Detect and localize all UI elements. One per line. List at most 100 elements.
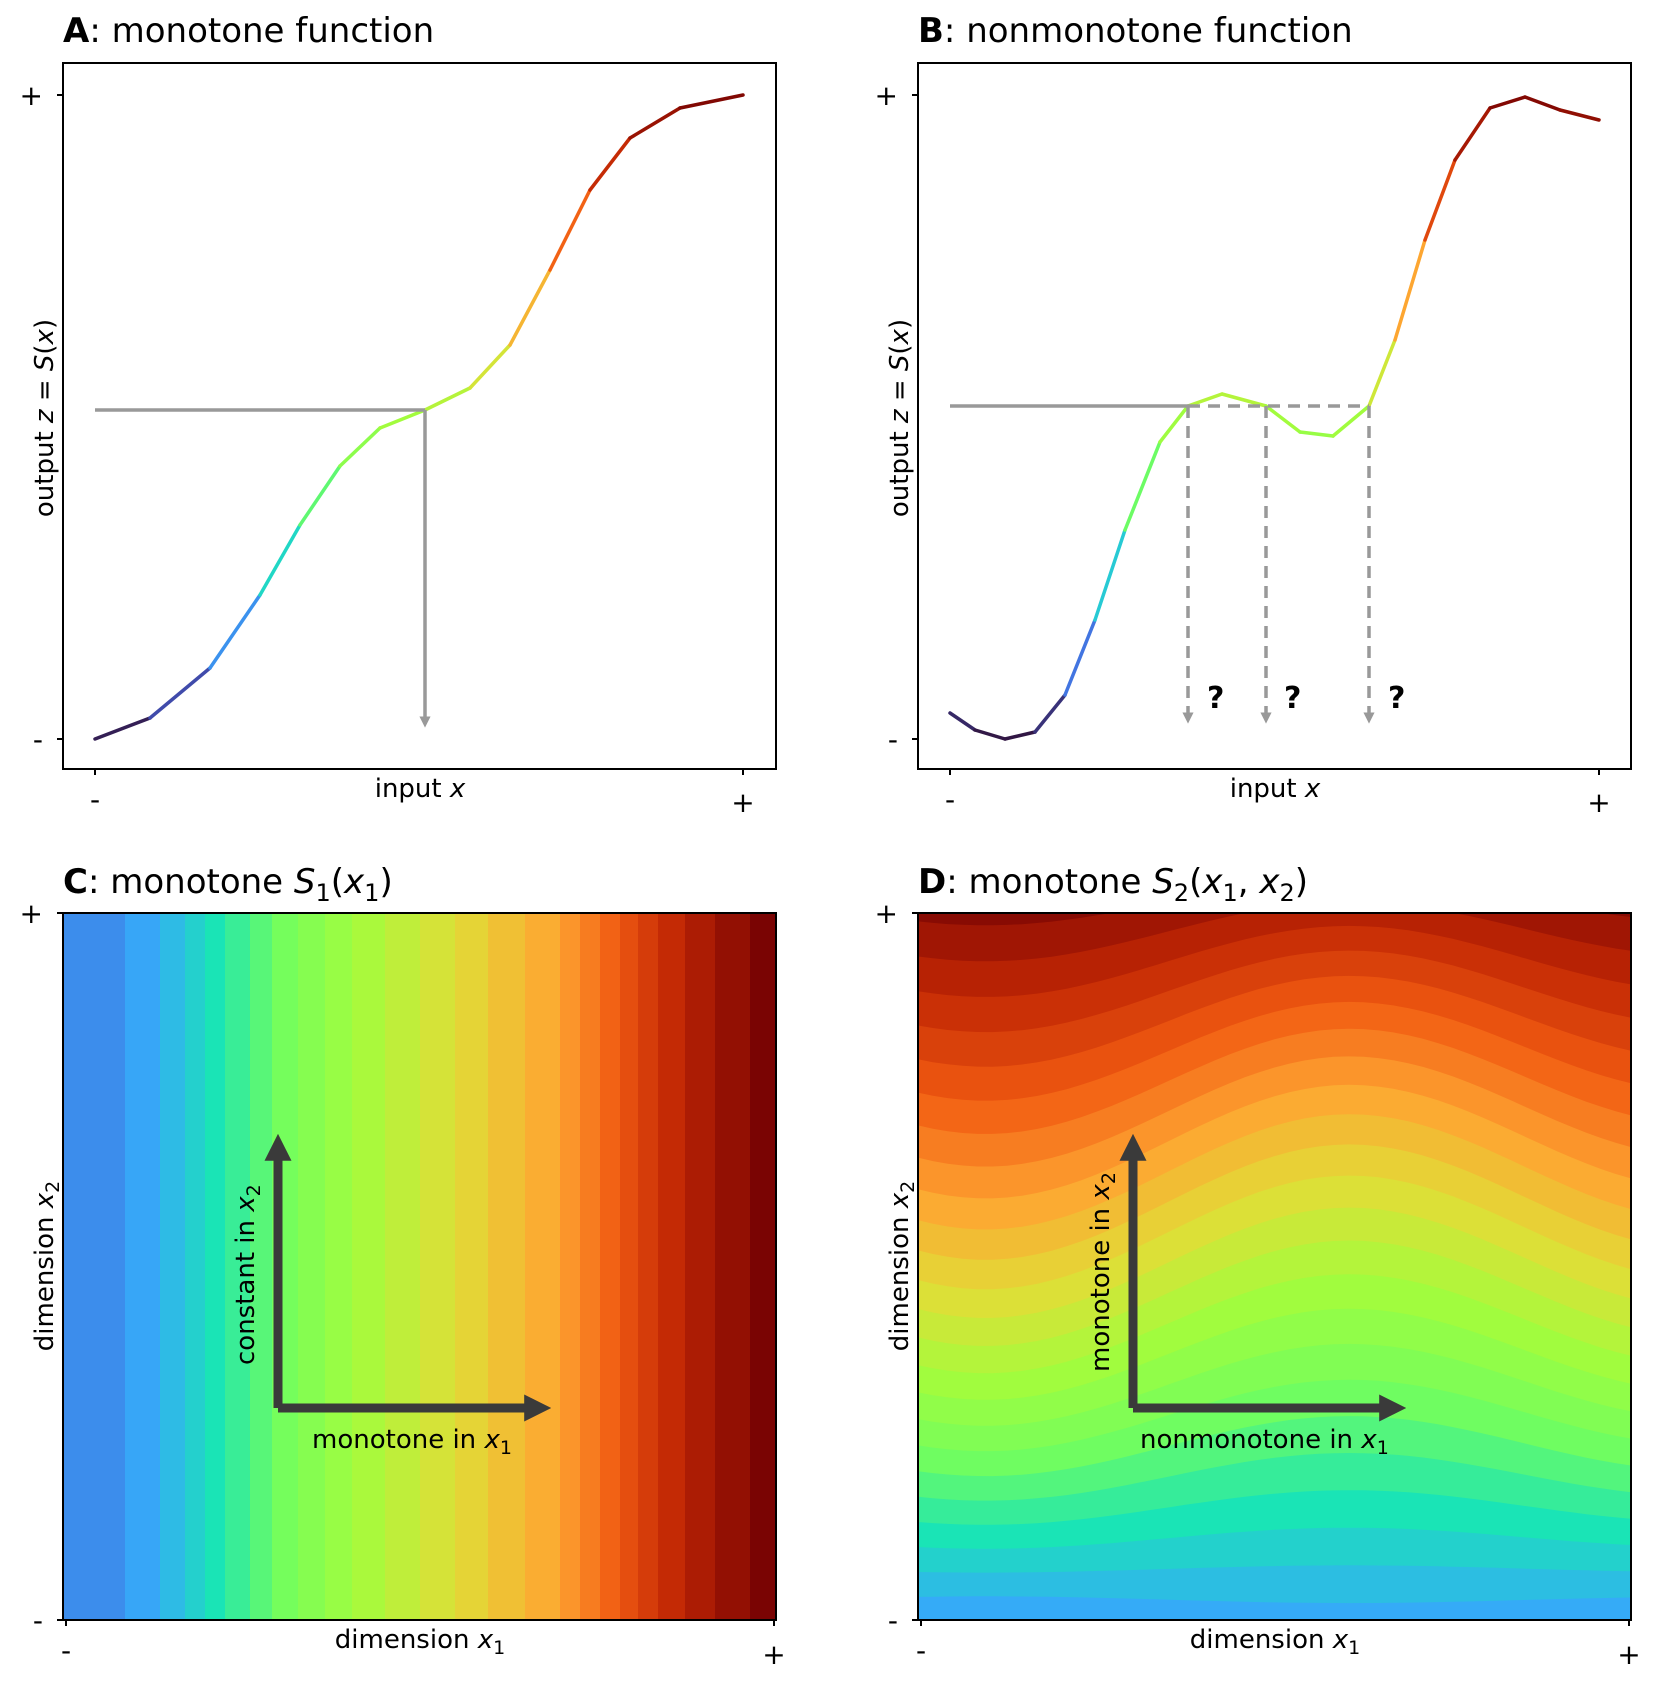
curve-segment [1264, 404, 1302, 434]
contour-band [918, 1416, 1631, 1502]
curve-segment [628, 106, 682, 140]
contour-band [298, 913, 326, 1620]
contour-band [918, 1056, 1631, 1200]
x-tick-label-min: - [916, 1634, 926, 1667]
curve-segment [1558, 108, 1601, 122]
contour-band [420, 913, 456, 1620]
y-tick-label-min: - [33, 1604, 43, 1637]
curve-segment [1220, 392, 1268, 408]
panel-a: A: monotone function + - - + input x out… [20, 11, 777, 819]
curve-segment [298, 464, 342, 527]
question-mark-2: ? [1284, 681, 1301, 716]
contour-band [918, 1207, 1631, 1347]
curve-segment [1331, 404, 1371, 438]
contour-band [918, 1596, 1631, 1620]
contour-band [918, 1175, 1631, 1319]
panel-d-frame [917, 912, 1632, 1621]
curve-segment [1093, 528, 1127, 622]
contour-band [918, 1084, 1631, 1231]
monotone-curve [93, 93, 745, 741]
panel-b-frame [917, 62, 1632, 770]
curve-segment [1453, 106, 1492, 162]
contour-band [918, 1453, 1631, 1526]
contour-band [918, 1343, 1631, 1453]
y-tick-label-max: + [875, 79, 898, 112]
contour-band [715, 913, 751, 1620]
contour-band [918, 975, 1631, 1102]
panel-a-title: A: monotone function [63, 11, 434, 51]
contour-band [918, 1379, 1631, 1478]
x-tick-label-max: + [1617, 1638, 1640, 1671]
contour-band [620, 913, 639, 1620]
arrow-y-label: constant in x2 [231, 1184, 265, 1365]
curve-segment [508, 268, 552, 347]
y-axis-label: output z = S(x) [30, 319, 60, 517]
contour-band [560, 913, 581, 1620]
curve-segment [1488, 95, 1527, 110]
curve-segment [1367, 338, 1397, 408]
contour-band [918, 1274, 1631, 1401]
contour-band [750, 913, 777, 1620]
contour-band [918, 1001, 1631, 1135]
panel-c-frame [62, 912, 777, 1621]
contour-band [352, 913, 386, 1620]
curve-segment [1033, 693, 1067, 734]
contour-band [600, 913, 621, 1620]
curve-segment [1123, 440, 1162, 532]
contour-band [525, 913, 561, 1620]
contour-band [160, 913, 186, 1620]
contour-band [918, 925, 1631, 1034]
x-tick-label-min: - [61, 1634, 71, 1667]
curve-segment [468, 343, 512, 390]
x-tick-label-max: + [762, 1638, 785, 1671]
panel-d: D: monotone S2(x1, x2) nonmonotone in x1… [875, 862, 1641, 1671]
contour-band [918, 1240, 1631, 1375]
contour-band [918, 913, 1631, 963]
curve-segment [1523, 95, 1562, 112]
curve-segment [1423, 158, 1457, 242]
curve-segment [1003, 730, 1037, 741]
contour-band [205, 913, 226, 1620]
y-tick-label-min: - [888, 1604, 898, 1637]
curve-segment [423, 386, 472, 412]
x-axis-label: dimension x1 [1190, 1625, 1360, 1659]
nonmonotone-curve [948, 95, 1601, 741]
curve-segment [1063, 618, 1097, 697]
y-tick-label-min: - [888, 723, 898, 756]
panel-b-title: B: nonmonotone function [918, 11, 1353, 51]
y-axis-label: dimension x2 [30, 1181, 64, 1351]
arrow-x-label: monotone in x1 [312, 1425, 512, 1459]
x-axis-label: input x [1230, 774, 1321, 804]
x-tick-label-min: - [945, 783, 955, 816]
contour-band [685, 913, 716, 1620]
contour-field-s2 [918, 913, 1631, 1620]
panel-c-title: C: monotone S1(x1) [63, 862, 393, 907]
contour-band [385, 913, 421, 1620]
contour-band [63, 913, 126, 1620]
contour-band [580, 913, 601, 1620]
contour-band [455, 913, 489, 1620]
curve-segment [548, 188, 592, 272]
curve-segment [338, 426, 382, 468]
x-tick-label-max: + [1587, 786, 1610, 819]
contour-band [488, 913, 526, 1620]
x-tick-label-max: + [731, 786, 754, 819]
contour-band [185, 913, 206, 1620]
curve-segment [1158, 404, 1190, 444]
curve-segment [258, 523, 302, 597]
curve-segment [93, 716, 152, 741]
contour-band [250, 913, 273, 1620]
contour-band [658, 913, 686, 1620]
curve-segment [973, 728, 1007, 741]
contour-band [918, 1114, 1631, 1261]
x-tick-label-min: - [90, 783, 100, 816]
contour-band [918, 913, 1631, 998]
panel-c: C: monotone S1(x1) monotone in x1 consta… [20, 862, 786, 1671]
question-mark-1: ? [1207, 681, 1224, 716]
curve-segment [948, 711, 977, 732]
panel-d-title: D: monotone S2(x1, x2) [918, 862, 1308, 907]
curve-segment [1186, 392, 1224, 408]
x-axis-label: input x [375, 774, 466, 804]
curve-segment [1393, 238, 1427, 342]
